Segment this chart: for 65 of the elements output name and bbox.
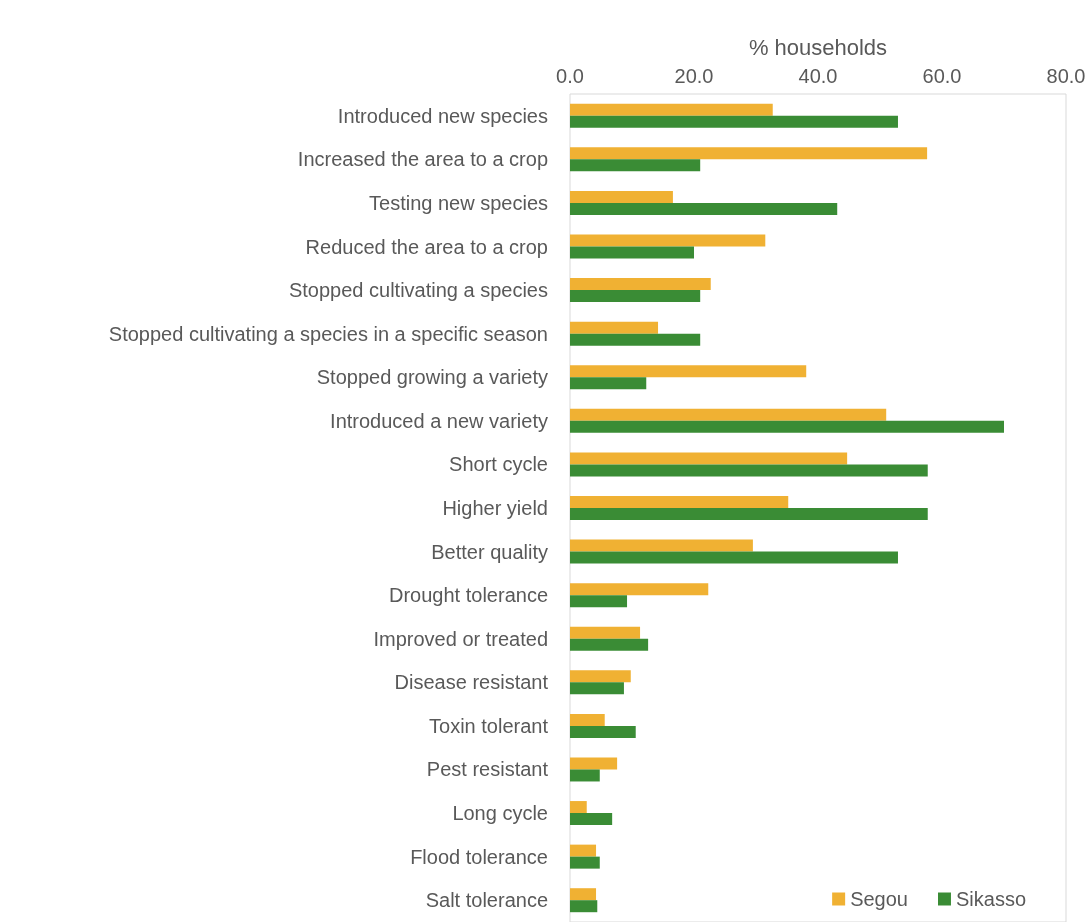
y-tick-label: Higher yield [442,497,548,519]
y-tick-label: Long cycle [452,802,548,825]
bar [570,159,701,172]
y-tick-label: Short cycle [449,453,548,476]
bar [570,539,753,552]
bar [570,278,711,291]
bar [570,365,807,378]
y-tick-label: Stopped growing a variety [316,366,548,389]
y-tick-label: Disease resistant [394,671,549,694]
bar [570,408,887,421]
bar [570,234,766,247]
bar [570,496,789,508]
bar [570,452,848,465]
bar [570,757,618,770]
bar [570,290,701,303]
bar [570,801,587,814]
bar [570,190,673,203]
y-tick-label: Introduced a new variety [330,409,548,432]
bar [570,464,928,477]
y-tick-label: Reduced the area to a crop [305,235,548,258]
bar [570,202,838,215]
bar [570,638,649,651]
bar [570,713,605,726]
bar [570,856,600,869]
legend-label: Segou [850,888,908,910]
bar [570,103,773,116]
bar [570,147,928,160]
bar [570,769,600,782]
bar [570,813,613,826]
bar [570,377,647,390]
bar [570,420,1004,433]
y-tick-label: Testing new species [369,191,548,214]
bar [570,508,928,520]
bar [570,844,597,857]
x-tick-label: 0.0 [556,65,584,87]
y-tick-label: Better quality [431,540,548,563]
y-tick-label: Salt tolerance [425,889,548,912]
bar [570,626,641,639]
x-tick-label: 80.0 [1046,65,1086,87]
y-tick-label: Pest resistant [426,758,549,781]
bar [570,321,659,334]
bar [570,725,636,738]
bar [570,246,694,259]
bar [570,888,597,901]
x-axis-title: % households [748,34,888,60]
y-tick-label: Stopped cultivating a species [288,279,548,302]
y-tick-label: Increased the area to a crop [297,148,548,171]
bar [570,595,628,608]
y-tick-label: Introduced new species [337,104,548,127]
y-tick-label: Stopped cultivating a species in a specific season [108,322,548,345]
x-tick-label: 20.0 [674,65,714,87]
y-tick-label: Toxin tolerant [429,714,549,737]
y-tick-label: Flood tolerance [410,845,548,868]
x-tick-label: 40.0 [798,65,838,87]
x-tick-label: 60.0 [922,65,962,87]
bar [570,115,898,128]
bar [570,333,701,346]
bar [570,900,598,913]
bar [570,682,624,695]
bar [570,551,898,564]
y-tick-label: Drought tolerance [389,584,548,607]
legend-label: Sikasso [955,888,1026,910]
bar [570,583,709,596]
bar [570,670,631,683]
y-tick-label: Improved or treated [373,627,548,650]
